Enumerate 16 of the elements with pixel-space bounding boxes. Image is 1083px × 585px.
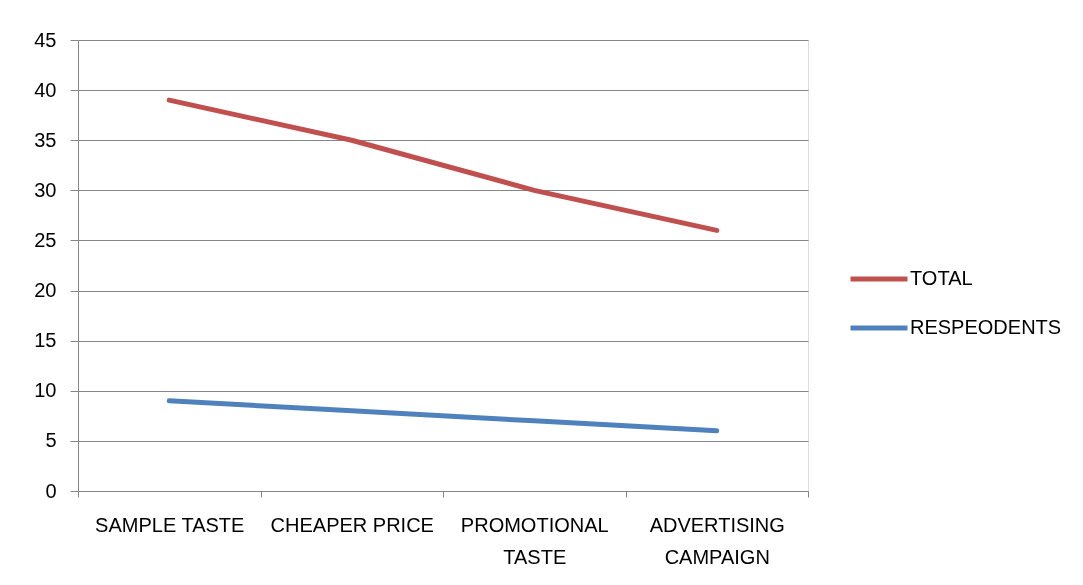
- y-tick-label: 40: [34, 78, 57, 101]
- x-tick-label: CHEAPER PRICE: [270, 513, 434, 536]
- x-tick-label: ADVERTISING CAMPAIGN: [649, 513, 785, 568]
- x-tick-label: SAMPLE TASTE: [95, 513, 245, 536]
- y-tick-label: 35: [34, 128, 57, 151]
- y-tick-label: 20: [34, 279, 57, 302]
- legend-label: TOTAL: [910, 267, 973, 289]
- y-tick-label: 5: [45, 429, 57, 452]
- y-tick-label: 25: [34, 228, 57, 251]
- y-tick-label: 15: [34, 329, 57, 352]
- y-tick-label: 30: [34, 178, 57, 201]
- y-tick-label: 45: [34, 28, 57, 51]
- x-tick-label: PROMOTIONAL TASTE: [460, 513, 609, 568]
- legend-label: RESPEODENTS: [910, 316, 1062, 338]
- y-tick-label: 0: [45, 479, 57, 502]
- y-tick-label: 10: [34, 379, 57, 402]
